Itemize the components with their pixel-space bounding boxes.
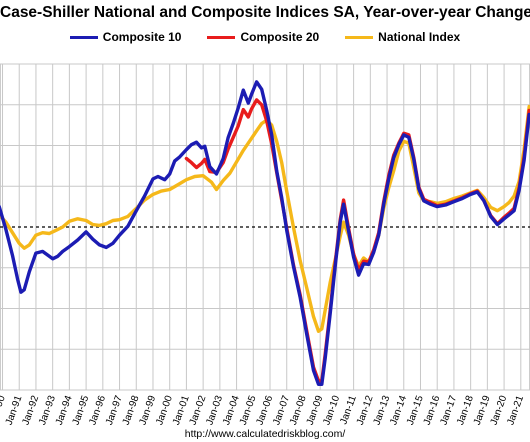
series-line-composite-10 [0, 80, 530, 386]
legend-label-national-index: National Index [378, 30, 461, 44]
legend-label-composite-10: Composite 10 [102, 30, 182, 44]
legend-item-composite-10: Composite 10 [69, 30, 182, 44]
chart-title: Case-Shiller National and Composite Indi… [0, 4, 530, 21]
series-line-national-index [0, 104, 530, 333]
source-url: http://www.calculatedriskblog.com/ [184, 428, 346, 440]
legend-label-composite-20: Composite 20 [240, 30, 320, 44]
legend-swatch-composite-20 [207, 35, 236, 39]
legend-swatch-composite-10 [69, 35, 98, 39]
legend-swatch-national-index [345, 35, 374, 39]
legend-item-composite-20: Composite 20 [207, 30, 319, 44]
legend-item-national-index: National Index [345, 30, 460, 44]
chart-legend: Composite 10 Composite 20 National Index [0, 30, 530, 44]
